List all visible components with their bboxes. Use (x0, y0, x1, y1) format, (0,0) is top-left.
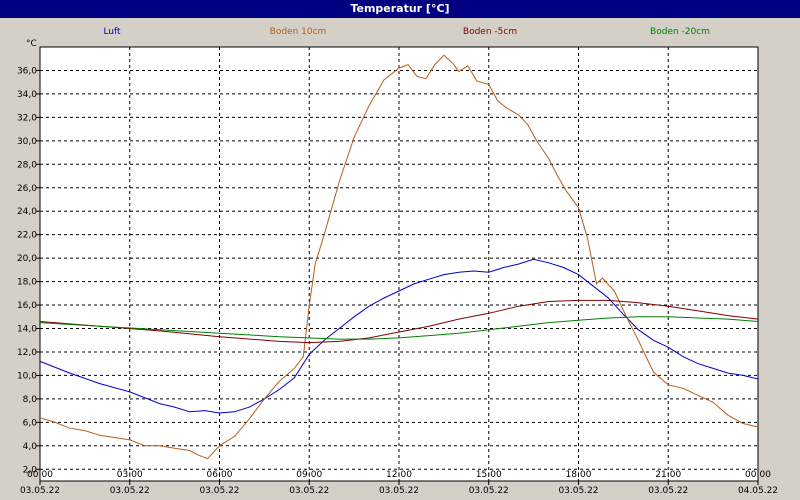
x-tick-time: 03:00 (117, 470, 143, 480)
x-tick-time: 15:00 (476, 470, 502, 480)
y-tick-label: 16,0 (17, 301, 37, 311)
grid-lines (40, 47, 758, 481)
x-tick-date: 03.05.22 (110, 486, 150, 496)
y-tick-label: 2,0 (23, 465, 38, 475)
x-tick-date: 03.05.22 (558, 486, 598, 496)
y-tick-label: 4,0 (23, 442, 38, 452)
series-line-boden-10cm (39, 54, 759, 460)
x-tick-time: 06:00 (207, 470, 233, 480)
y-tick-label: 30,0 (17, 137, 37, 147)
chart-panel: 2,0 4,0 6,0 8,0 10,0 12,0 14,0 16,0 18,0 20,0 22,0… (0, 18, 800, 500)
x-tick-time: 21:00 (655, 470, 681, 480)
legend-entry: Luft (103, 27, 121, 37)
y-tick-label: 36,0 (17, 66, 37, 76)
y-tick-label: 6,0 (23, 418, 38, 428)
x-tick-date: 03.05.22 (379, 486, 419, 496)
x-tick-time: 18:00 (566, 470, 592, 480)
series-line-luft (39, 258, 759, 414)
y-axis-ticks: 2,0 4,0 6,0 8,0 10,0 12,0 14,0 16,0 18,0 20,0 22,0… (17, 66, 40, 475)
x-tick-date: 03.05.22 (469, 486, 509, 496)
x-tick-date: 03.05.22 (199, 486, 239, 496)
series-line-boden-20cm (39, 316, 759, 340)
y-tick-label: 8,0 (23, 395, 38, 405)
x-axis-ticks: 00:00 03.05.22 03:00 03.05.22 06:00 03.05.22 0… (20, 470, 778, 496)
y-tick-label: 20,0 (17, 254, 37, 264)
x-tick-date: 03.05.22 (20, 486, 60, 496)
y-tick-label: 26,0 (17, 184, 37, 194)
y-tick-label: 24,0 (17, 207, 37, 217)
x-tick-time: 00:00 (27, 470, 53, 480)
temperature-chart: 2,0 4,0 6,0 8,0 10,0 12,0 14,0 16,0 18,0 20,0 22,0… (17, 27, 778, 496)
x-tick-time: 00:00 (745, 470, 771, 480)
y-tick-label: 12,0 (17, 348, 37, 358)
x-tick-time: 09:00 (296, 470, 322, 480)
y-tick-label: 18,0 (17, 278, 37, 288)
y-tick-label: 34,0 (17, 90, 37, 100)
series-line-boden-5cm (39, 299, 759, 344)
series-layer (39, 54, 759, 460)
y-axis-unit: °C (26, 39, 37, 49)
y-tick-label: 28,0 (17, 160, 37, 170)
legend-entry: Boden -5cm (463, 27, 517, 37)
legend: Luft Boden 10cm Boden -5cm Boden -20cm (103, 27, 710, 37)
y-tick-label: 10,0 (17, 371, 37, 381)
y-tick-label: 14,0 (17, 325, 37, 335)
x-tick-date: 03.05.22 (648, 486, 688, 496)
legend-entry: Boden -20cm (650, 27, 710, 37)
x-tick-date: 03.05.22 (289, 486, 329, 496)
y-tick-label: 22,0 (17, 231, 37, 241)
x-tick-date: 04.05.22 (738, 486, 778, 496)
legend-entry: Boden 10cm (270, 27, 327, 37)
x-tick-time: 12:00 (386, 470, 412, 480)
y-tick-label: 32,0 (17, 113, 37, 123)
chart-title: Temperatur [°C] (0, 0, 800, 18)
